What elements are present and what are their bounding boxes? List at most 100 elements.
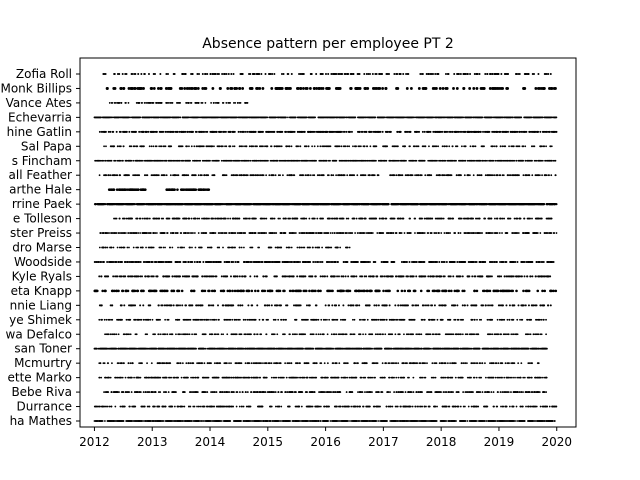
absence-mark xyxy=(427,73,430,75)
absence-mark xyxy=(104,73,107,75)
absence-mark xyxy=(198,217,201,220)
absence-mark xyxy=(225,174,228,177)
absence-mark xyxy=(491,73,494,75)
absence-mark xyxy=(213,102,215,104)
absence-mark xyxy=(217,73,220,75)
absence-mark xyxy=(108,102,111,104)
absence-mark xyxy=(464,159,467,162)
absence-mark xyxy=(237,102,239,104)
absence-mark xyxy=(250,87,254,90)
absence-mark xyxy=(468,174,471,177)
absence-mark xyxy=(450,174,453,177)
absence-mark xyxy=(287,116,289,119)
absence-mark xyxy=(164,145,167,148)
absence-mark xyxy=(246,102,249,104)
absence-mark xyxy=(114,159,117,162)
absence-mark xyxy=(237,130,240,133)
absence-mark xyxy=(411,174,414,177)
absence-mark xyxy=(517,73,520,75)
absence-mark xyxy=(417,87,421,90)
absence-mark xyxy=(525,130,528,133)
absence-mark xyxy=(233,130,236,133)
absence-mark xyxy=(274,116,277,119)
absence-mark xyxy=(143,73,146,75)
absence-mark xyxy=(244,130,247,133)
absence-mark xyxy=(522,159,525,162)
absence-mark xyxy=(110,116,113,119)
absence-mark xyxy=(350,130,353,133)
absence-mark xyxy=(235,116,238,119)
absence-mark xyxy=(507,174,510,177)
chart-title: Absence pattern per employee PT 2 xyxy=(202,36,454,52)
absence-mark xyxy=(105,145,107,148)
absence-mark xyxy=(492,159,495,162)
absence-mark xyxy=(198,73,200,75)
absence-mark xyxy=(307,145,310,148)
y-tick-label: all Feather xyxy=(9,168,73,182)
absence-mark xyxy=(424,145,427,148)
absence-mark xyxy=(141,159,144,162)
absence-mark xyxy=(515,159,518,162)
absence-mark xyxy=(119,145,122,148)
absence-mark xyxy=(139,217,142,220)
absence-mark xyxy=(387,203,390,206)
absence-mark xyxy=(531,159,533,162)
absence-mark xyxy=(539,130,542,133)
absence-mark xyxy=(261,87,265,90)
absence-mark xyxy=(484,73,487,75)
absence-mark xyxy=(141,217,144,220)
absence-mark xyxy=(460,174,462,177)
absence-mark xyxy=(522,145,525,148)
absence-mark xyxy=(218,145,221,148)
absence-mark xyxy=(249,159,252,162)
absence-mark xyxy=(304,174,307,177)
absence-mark xyxy=(429,130,432,133)
absence-mark xyxy=(159,87,163,90)
absence-mark xyxy=(282,174,284,177)
absence-mark xyxy=(483,145,485,148)
y-tick-label: Sal Papa xyxy=(21,139,72,153)
absence-mark xyxy=(459,73,462,75)
absence-mark xyxy=(286,174,289,177)
absence-mark xyxy=(227,217,229,220)
absence-mark xyxy=(486,159,488,162)
absence-mark xyxy=(212,217,215,220)
absence-mark xyxy=(531,174,534,177)
y-tick-label: Monk Billips xyxy=(0,81,72,95)
absence-mark xyxy=(527,73,530,75)
y-tick-label: Echevarria xyxy=(8,110,72,124)
absence-mark xyxy=(335,174,338,177)
absence-mark xyxy=(108,174,110,177)
absence-mark xyxy=(222,102,225,104)
absence-mark xyxy=(137,73,140,75)
absence-mark xyxy=(474,145,477,148)
absence-mark xyxy=(103,159,105,162)
absence-mark xyxy=(381,87,384,90)
absence-mark xyxy=(260,73,263,75)
absence-mark xyxy=(125,217,128,220)
absence-mark xyxy=(513,159,516,162)
y-tick-label: dro Marse xyxy=(12,241,72,255)
absence-mark xyxy=(417,145,420,148)
absence-mark xyxy=(197,102,200,104)
absence-mark xyxy=(358,73,361,75)
absence-mark xyxy=(419,73,422,75)
absence-mark xyxy=(146,174,149,177)
absence-mark xyxy=(194,87,198,90)
employee-row xyxy=(103,145,553,148)
absence-mark xyxy=(478,73,481,75)
absence-mark xyxy=(194,217,197,220)
absence-mark xyxy=(541,145,543,148)
y-tick-label: hine Gatlin xyxy=(7,125,72,139)
absence-mark xyxy=(316,145,319,148)
absence-mark xyxy=(297,145,300,148)
absence-mark xyxy=(414,174,417,177)
absence-mark xyxy=(202,145,205,148)
absence-mark xyxy=(119,174,122,177)
absence-mark xyxy=(252,145,255,148)
absence-mark xyxy=(345,130,348,133)
y-tick-label: s Fincham xyxy=(12,154,72,168)
absence-mark xyxy=(187,174,190,177)
absence-mark xyxy=(504,145,507,148)
absence-mark xyxy=(197,174,200,177)
